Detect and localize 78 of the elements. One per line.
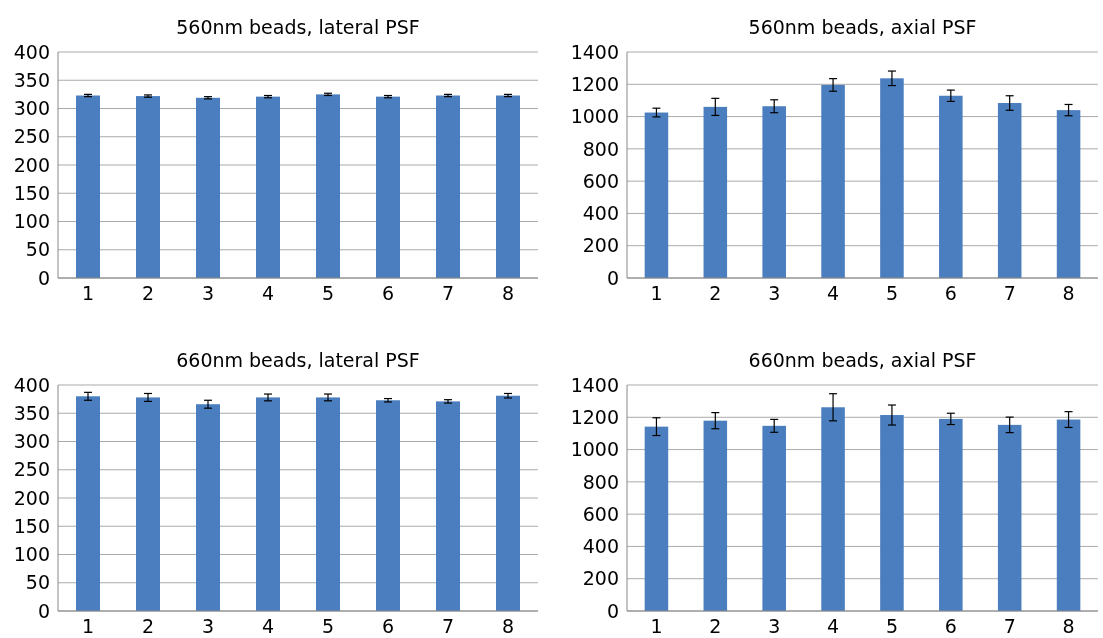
y-tick-label: 1000 — [570, 438, 619, 461]
y-tick-label: 200 — [13, 153, 50, 176]
y-tick-label: 1200 — [570, 405, 619, 428]
x-tick-label: 3 — [201, 615, 215, 637]
y-tick-label: 100 — [13, 543, 50, 566]
x-tick-label: 2 — [709, 282, 722, 304]
y-tick-label: 1400 — [570, 373, 619, 396]
y-tick-label: 0 — [606, 599, 619, 622]
x-tick-label: 1 — [81, 615, 95, 637]
y-tick-label: 600 — [582, 169, 619, 192]
y-tick-label: 250 — [13, 458, 50, 481]
y-tick-label: 300 — [13, 430, 50, 453]
x-tick-label: 8 — [501, 282, 515, 304]
x-tick-label: 3 — [201, 282, 215, 304]
bar — [1056, 110, 1081, 278]
y-tick-label: 0 — [606, 266, 619, 289]
x-tick-label: 4 — [261, 282, 275, 304]
x-tick-label: 1 — [81, 282, 95, 304]
bar — [997, 103, 1022, 278]
y-tick-label: 400 — [13, 40, 50, 63]
x-tick-label: 6 — [944, 615, 957, 637]
y-tick-label: 400 — [582, 202, 619, 225]
x-tick-label: 2 — [141, 282, 155, 304]
y-tick-label: 200 — [13, 486, 50, 509]
x-tick-label: 8 — [1062, 282, 1075, 304]
x-tick-label: 1 — [650, 615, 663, 637]
chart-title: 660nm beads, axial PSF — [748, 349, 977, 371]
y-tick-label: 400 — [13, 373, 50, 396]
y-tick-label: 50 — [25, 571, 50, 594]
y-tick-label: 150 — [13, 181, 50, 204]
x-tick-label: 4 — [261, 615, 275, 637]
x-tick-label: 7 — [1003, 615, 1016, 637]
bar — [880, 78, 904, 278]
x-tick-label: 3 — [768, 615, 781, 637]
y-tick-label: 300 — [13, 97, 50, 120]
bar — [644, 112, 669, 278]
x-tick-label: 5 — [885, 615, 898, 637]
x-tick-label: 2 — [141, 615, 155, 637]
y-tick-label: 200 — [582, 567, 619, 590]
y-tick-label: 350 — [13, 68, 50, 91]
y-tick-label: 200 — [582, 234, 619, 257]
bar — [939, 95, 963, 278]
x-tick-label: 2 — [709, 615, 722, 637]
y-tick-label: 250 — [13, 125, 50, 148]
chart-title: 660nm beads, lateral PSF — [176, 349, 420, 371]
bar — [821, 84, 845, 278]
x-tick-label: 1 — [650, 282, 663, 304]
x-tick-label: 3 — [768, 282, 781, 304]
y-tick-label: 1000 — [570, 105, 619, 128]
x-tick-label: 8 — [1062, 615, 1075, 637]
x-tick-label: 4 — [827, 615, 840, 637]
x-tick-label: 7 — [441, 615, 455, 637]
chart-title: 560nm beads, axial PSF — [748, 16, 977, 38]
x-tick-label: 5 — [885, 282, 898, 304]
y-tick-label: 0 — [37, 266, 50, 289]
bar — [703, 106, 728, 278]
chart-title: 560nm beads, lateral PSF — [176, 16, 420, 38]
x-tick-label: 6 — [944, 282, 957, 304]
x-tick-label: 4 — [827, 282, 840, 304]
x-tick-label: 5 — [321, 615, 335, 637]
y-tick-label: 150 — [13, 514, 50, 537]
x-tick-label: 7 — [1003, 282, 1016, 304]
x-tick-label: 6 — [381, 282, 395, 304]
y-tick-label: 100 — [13, 210, 50, 233]
y-tick-label: 800 — [582, 470, 619, 493]
y-tick-label: 350 — [13, 401, 50, 424]
y-tick-label: 400 — [582, 535, 619, 558]
y-tick-label: 50 — [25, 238, 50, 261]
x-tick-label: 6 — [381, 615, 395, 637]
y-tick-label: 800 — [582, 137, 619, 160]
y-tick-label: 1400 — [570, 40, 619, 63]
bar — [762, 106, 786, 278]
x-tick-label: 8 — [501, 615, 515, 637]
x-tick-label: 5 — [321, 282, 335, 304]
y-tick-label: 1200 — [570, 72, 619, 95]
y-tick-label: 0 — [37, 599, 50, 622]
y-tick-label: 600 — [582, 502, 619, 525]
x-tick-label: 7 — [441, 282, 455, 304]
